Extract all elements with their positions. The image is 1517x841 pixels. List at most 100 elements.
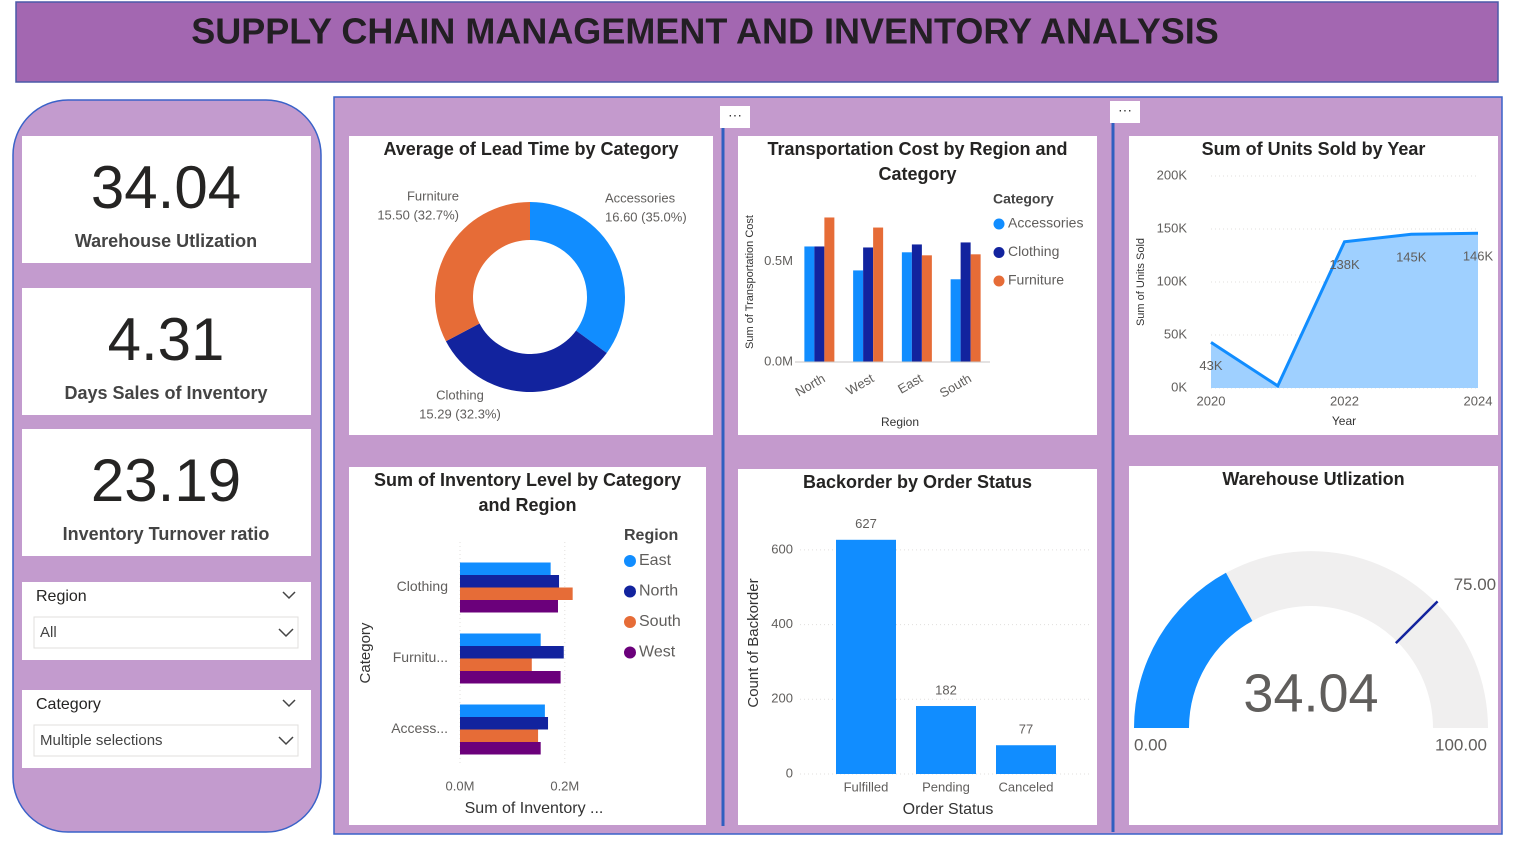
header-band (15, 1, 1499, 83)
dashboard-title: SUPPLY CHAIN MANAGEMENT AND INVENTORY AN… (191, 11, 1219, 52)
dropdown-icon[interactable] (278, 628, 294, 638)
bar (824, 217, 835, 362)
bar (970, 254, 981, 362)
data-label: 146K (1463, 249, 1494, 264)
data-label: 182 (935, 682, 957, 697)
dropdown[interactable] (33, 724, 299, 757)
bar (836, 539, 896, 774)
legend-swatch (993, 218, 1005, 230)
y-tick-label: Clothing (397, 578, 448, 594)
bar (814, 246, 825, 362)
y-axis-label: Category (357, 622, 374, 683)
chart-title-box: Sum of Units Sold by Year (1202, 139, 1426, 159)
dropdown-icon[interactable] (278, 736, 294, 746)
data-label: 627 (855, 516, 877, 531)
bar (911, 244, 922, 362)
y-tick-label: Furnitu... (393, 649, 448, 665)
legend-label: South (639, 613, 681, 630)
gauge-target-label: 75.00 (1454, 575, 1497, 594)
card (22, 429, 311, 556)
chart-title: Transportation Cost by Region and Catego… (767, 139, 1068, 184)
gauge-max-label: 100.00 (1435, 735, 1487, 754)
bar (950, 279, 961, 362)
legend-label: Furniture (1008, 272, 1064, 288)
slice-label: 16.60 (35.0%) (605, 209, 687, 224)
y-tick-label: 200K (1157, 167, 1188, 182)
card (22, 288, 311, 415)
legend-swatch (624, 585, 636, 598)
legend-label: West (639, 644, 676, 661)
bar (460, 587, 573, 600)
data-label: 138K (1329, 257, 1360, 272)
legend-label: North (639, 583, 678, 600)
bar (460, 633, 541, 646)
y-tick-label: Access... (391, 720, 448, 736)
chart-title-box: Sum of Inventory Level by Category and R… (373, 470, 682, 515)
x-tick-label: 2020 (1197, 393, 1226, 408)
x-axis-label: Region (881, 415, 919, 429)
x-axis-label: Sum of Inventory ... (465, 800, 604, 817)
slice-label: 15.50 (32.7%) (377, 207, 459, 222)
bar (863, 247, 874, 362)
dropdown-value: All (40, 624, 57, 641)
bar (916, 706, 976, 774)
gauge-value (1134, 572, 1253, 728)
bar (921, 255, 932, 362)
bar (901, 252, 912, 362)
x-tick-label: Pending (922, 779, 970, 794)
kpi-value: 23.19 (91, 447, 241, 514)
y-tick-label: 0 (786, 765, 793, 780)
bar (853, 270, 864, 362)
bar (460, 575, 560, 588)
y-tick-label: 100K (1157, 273, 1188, 288)
legend-swatch (624, 616, 636, 628)
data-label: 77 (1019, 722, 1033, 737)
slice-category: Clothing (436, 387, 484, 402)
slice-category: Accessories (605, 190, 676, 205)
chart-title: Sum of Inventory Level by Category and R… (373, 470, 682, 515)
kpi-label: Inventory Turnover ratio (63, 524, 270, 544)
data-label: 43K (1199, 358, 1222, 373)
y-tick-label: 0K (1171, 379, 1187, 394)
collapse-icon[interactable] (282, 699, 296, 708)
bar (460, 704, 545, 717)
y-tick-label: 600 (771, 541, 793, 556)
y-tick-label: 50K (1164, 326, 1187, 341)
bar (460, 562, 551, 575)
kpi-label: Warehouse Utlization (75, 231, 257, 251)
legend-label: Accessories (1008, 215, 1083, 231)
gauge-min-label: 0.00 (1134, 735, 1167, 754)
donut-slice (445, 323, 607, 392)
more-options-icon[interactable]: ··· (728, 107, 742, 123)
slicer-label: Category (36, 696, 101, 713)
bar (460, 729, 539, 742)
more-options[interactable] (1110, 101, 1140, 123)
dropdown[interactable] (33, 616, 299, 649)
line (1210, 231, 1479, 389)
y-axis-label: Sum of Transportation Cost (744, 215, 756, 349)
y-axis-label: Sum of Units Sold (1135, 238, 1147, 326)
x-tick-label: Fulfilled (844, 779, 889, 794)
kpi-label: Days Sales of Inventory (64, 383, 267, 403)
kpi-value: 4.31 (108, 306, 225, 373)
bar (873, 227, 884, 362)
card (22, 136, 311, 263)
collapse-icon[interactable] (282, 591, 296, 600)
legend-label: East (639, 552, 672, 569)
more-options[interactable] (720, 106, 750, 128)
bar (460, 717, 549, 730)
legend-title: Category (993, 191, 1054, 207)
chart-title: Warehouse Utlization (1222, 469, 1405, 489)
legend-swatch (624, 555, 636, 567)
x-tick-label: 2024 (1464, 393, 1493, 408)
chart-title: Backorder by Order Status (802, 472, 1033, 492)
dropdown-value: Multiple selections (40, 732, 163, 749)
more-options-icon[interactable]: ··· (1118, 102, 1132, 118)
y-axis-label: Count of Backorder (745, 578, 762, 707)
bar (460, 658, 532, 671)
bar (460, 671, 561, 684)
area-fill (1211, 233, 1478, 388)
y-tick-label: 0.0M (764, 353, 793, 368)
x-axis-label: Year (1332, 414, 1356, 428)
